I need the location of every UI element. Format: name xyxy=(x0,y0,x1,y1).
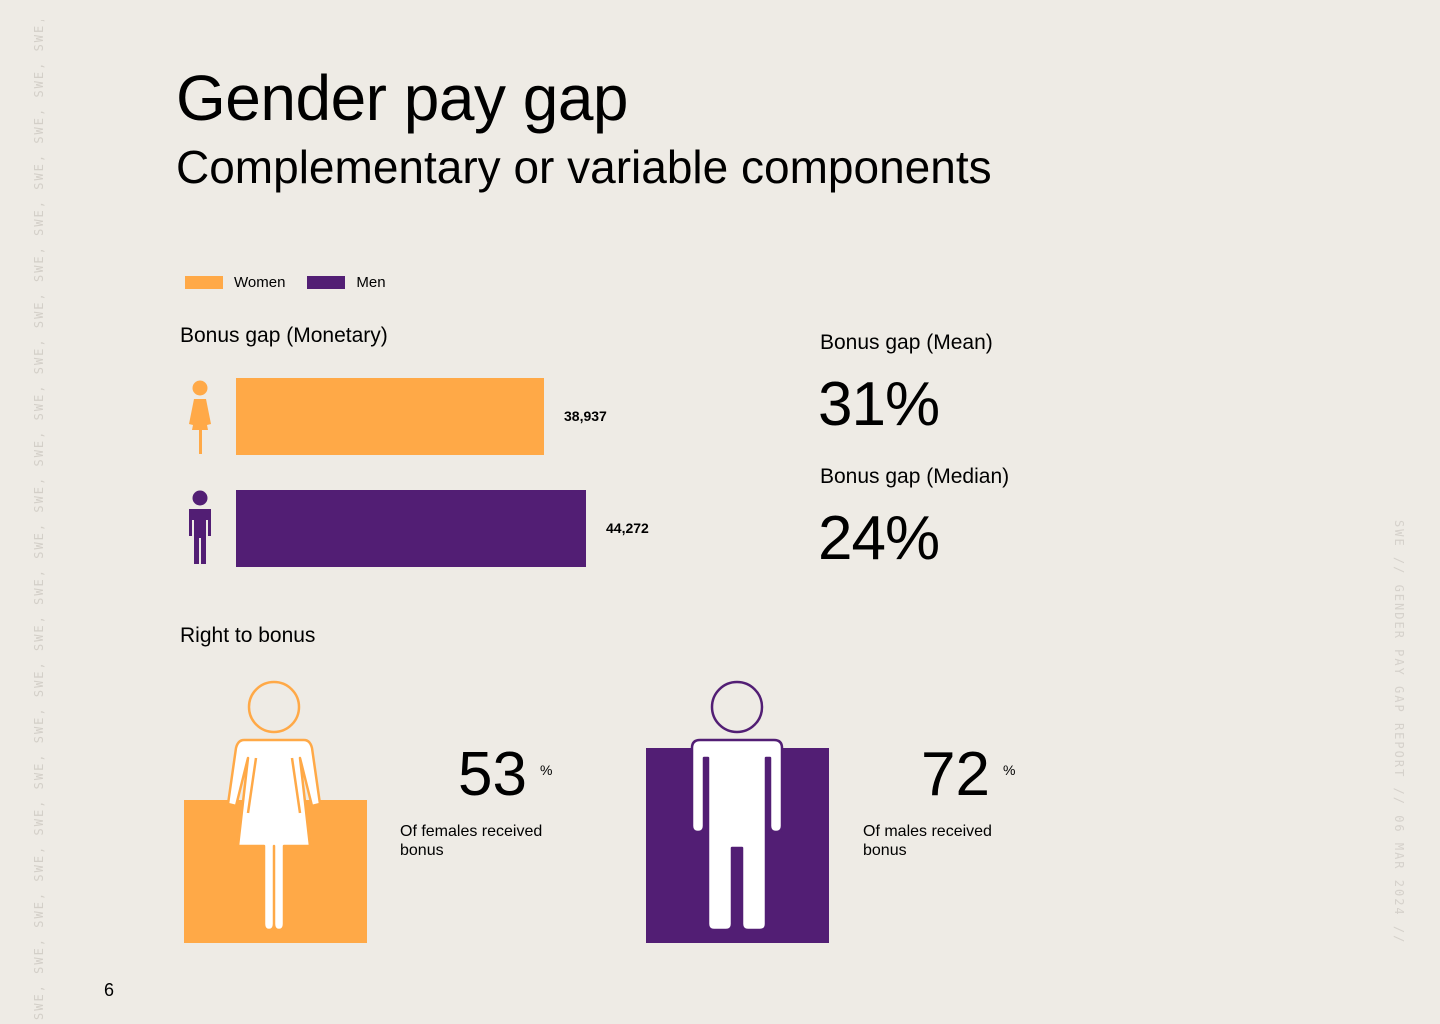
male-percent-sign: % xyxy=(1003,762,1016,778)
male-bonus-caption: Of males received bonus xyxy=(863,823,992,859)
male-outline-icon xyxy=(690,680,784,932)
legend-label-women: Women xyxy=(234,274,286,291)
page-subtitle: Complementary or variable components xyxy=(176,141,992,193)
page-title: Gender pay gap xyxy=(176,62,629,134)
legend-swatch-women xyxy=(185,276,223,289)
mean-gap-value: 31% xyxy=(818,370,940,439)
left-watermark: SWE, SWE, SWE, SWE, SWE, SWE, SWE, SWE, … xyxy=(32,20,46,1020)
chart-legend: Women Men xyxy=(185,274,408,291)
mean-gap-label: Bonus gap (Mean) xyxy=(820,331,993,354)
median-gap-value: 24% xyxy=(818,504,940,573)
female-bonus-percent: 53 xyxy=(458,740,527,809)
male-figure-icon xyxy=(189,490,211,564)
legend-label-men: Men xyxy=(356,274,386,291)
bar-value-women: 38,937 xyxy=(564,407,607,424)
female-outline-icon xyxy=(226,680,322,932)
bar-men xyxy=(236,490,586,567)
bar-value-men: 44,272 xyxy=(606,519,649,536)
side-report-label: SWE // GENDER PAY GAP REPORT // 06 MAR 2… xyxy=(1392,520,1406,945)
female-figure-icon xyxy=(189,380,211,454)
female-percent-sign: % xyxy=(540,762,553,778)
page-number: 6 xyxy=(104,980,115,1000)
legend-swatch-men xyxy=(307,276,346,289)
chart-title: Bonus gap (Monetary) xyxy=(180,324,388,347)
male-bonus-percent: 72 xyxy=(921,740,990,809)
bonus-bar-chart: 38,937 44,272 xyxy=(180,370,740,580)
median-gap-label: Bonus gap (Median) xyxy=(820,465,1010,488)
bar-women xyxy=(236,378,544,455)
female-bonus-caption: Of females received bonus xyxy=(400,823,543,859)
right-to-bonus-title: Right to bonus xyxy=(180,624,316,647)
